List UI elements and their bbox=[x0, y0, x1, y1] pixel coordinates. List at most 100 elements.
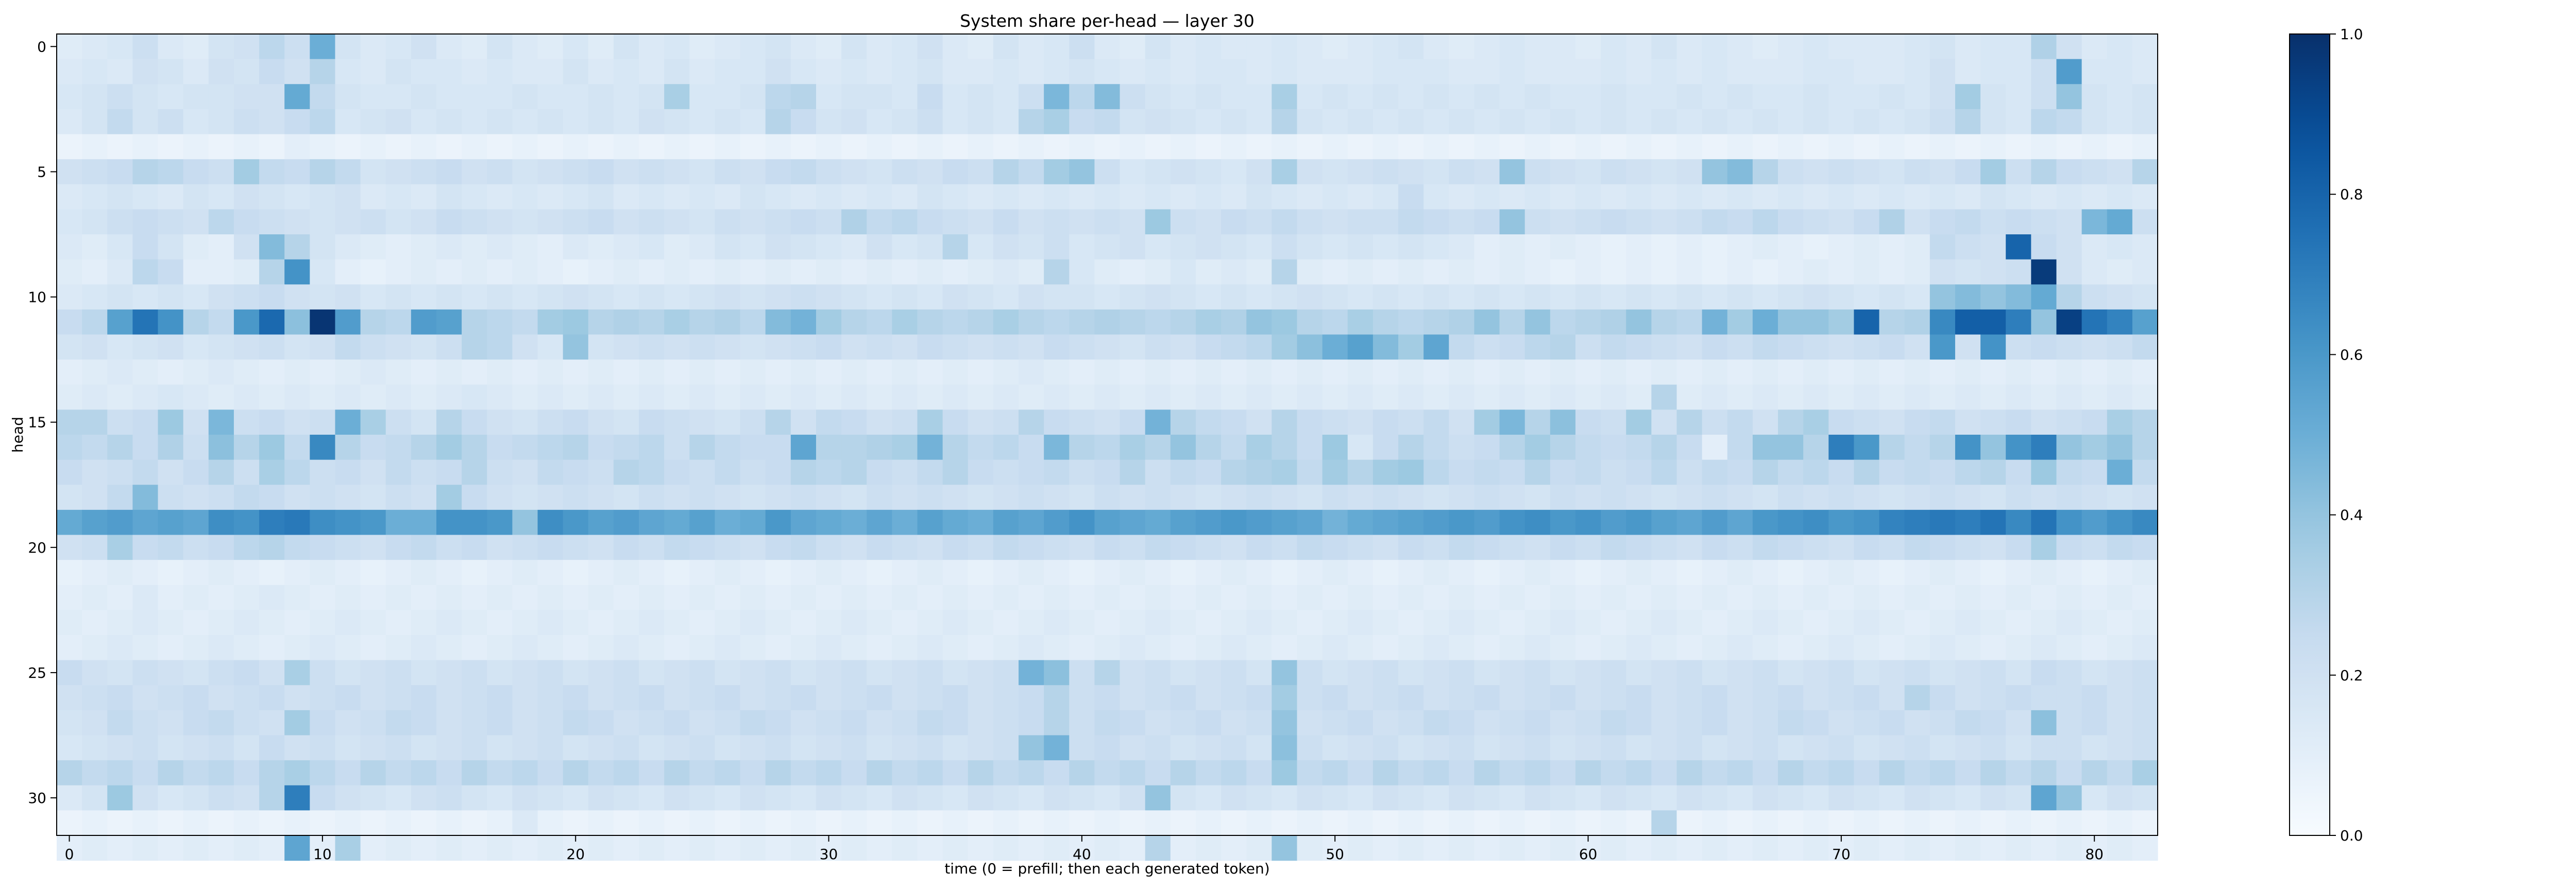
heatmap-cell bbox=[2031, 259, 2057, 285]
heatmap-cell bbox=[1626, 234, 1652, 260]
heatmap-cell bbox=[1221, 284, 1247, 310]
heatmap-cell bbox=[1398, 535, 1424, 560]
heatmap-cell bbox=[1297, 84, 1323, 110]
heatmap-cell bbox=[1929, 259, 1956, 285]
heatmap-cell bbox=[487, 459, 513, 485]
heatmap-cell bbox=[1778, 209, 1804, 235]
heatmap-cell bbox=[1828, 710, 1855, 736]
heatmap-cell bbox=[1803, 284, 1829, 310]
heatmap-cell bbox=[158, 159, 184, 185]
heatmap-cell bbox=[1676, 309, 1703, 335]
heatmap-cell bbox=[563, 585, 589, 610]
heatmap-cell bbox=[1601, 635, 1626, 661]
heatmap-cell bbox=[2081, 435, 2108, 460]
heatmap-cell bbox=[385, 459, 412, 485]
heatmap-cell bbox=[233, 284, 260, 310]
heatmap-cell bbox=[917, 134, 943, 160]
heatmap-cell bbox=[1854, 134, 1880, 160]
heatmap-cell bbox=[816, 34, 842, 60]
heatmap-cell bbox=[588, 34, 614, 60]
heatmap-cell bbox=[1322, 84, 1348, 110]
heatmap-cell bbox=[867, 334, 892, 360]
heatmap-cell bbox=[2006, 209, 2031, 235]
heatmap-cell bbox=[487, 34, 513, 60]
heatmap-cell bbox=[689, 409, 716, 435]
heatmap-cell bbox=[158, 360, 184, 385]
heatmap-cell bbox=[1499, 635, 1526, 661]
heatmap-cell bbox=[1474, 459, 1500, 485]
heatmap-cell bbox=[132, 34, 159, 60]
heatmap-cell bbox=[867, 34, 892, 60]
heatmap-cell bbox=[1879, 435, 1905, 460]
heatmap-cell bbox=[1372, 485, 1399, 510]
heatmap-cell bbox=[1195, 159, 1222, 185]
heatmap-cell bbox=[740, 660, 766, 686]
heatmap-cell bbox=[1854, 685, 1880, 711]
heatmap-cell bbox=[1347, 109, 1374, 135]
heatmap-cell bbox=[1752, 334, 1778, 360]
heatmap-cell bbox=[816, 209, 842, 235]
heatmap-cell bbox=[1702, 309, 1728, 335]
heatmap-cell bbox=[335, 59, 361, 84]
heatmap-cell bbox=[310, 309, 336, 335]
heatmap-cell bbox=[1449, 835, 1475, 861]
heatmap-cell bbox=[411, 284, 437, 310]
heatmap-cell bbox=[2107, 209, 2133, 235]
heatmap-cell bbox=[2031, 309, 2057, 335]
heatmap-cell bbox=[1195, 509, 1222, 536]
heatmap-cell bbox=[1145, 435, 1171, 460]
heatmap-cell bbox=[1702, 785, 1728, 811]
heatmap-cell bbox=[411, 810, 437, 836]
heatmap-cell bbox=[512, 309, 538, 335]
heatmap-cell bbox=[993, 59, 1019, 84]
heatmap-cell bbox=[1069, 635, 1095, 661]
heatmap-cell bbox=[1929, 485, 1956, 510]
heatmap-cell bbox=[2081, 259, 2108, 285]
heatmap-cell bbox=[689, 459, 716, 485]
heatmap-cell bbox=[689, 109, 716, 135]
heatmap-cell bbox=[1372, 259, 1399, 285]
heatmap-cell bbox=[1120, 760, 1146, 786]
heatmap-cell bbox=[563, 84, 589, 110]
heatmap-cell bbox=[867, 810, 892, 836]
heatmap-cell bbox=[1575, 360, 1601, 385]
heatmap-cell bbox=[1069, 334, 1095, 360]
heatmap-cell bbox=[1474, 284, 1500, 310]
heatmap-cell bbox=[1980, 159, 2006, 185]
heatmap-cell bbox=[664, 685, 690, 711]
colorbar-tick-label: 0.8 bbox=[2340, 186, 2363, 203]
heatmap-cell bbox=[537, 259, 564, 285]
heatmap-cell bbox=[1828, 660, 1855, 686]
heatmap-cell bbox=[1803, 610, 1829, 636]
heatmap-cell bbox=[1550, 685, 1576, 711]
heatmap-cell bbox=[1980, 234, 2006, 260]
heatmap-cell bbox=[1601, 409, 1626, 435]
heatmap-cell bbox=[411, 485, 437, 510]
heatmap-cell bbox=[841, 109, 867, 135]
heatmap-cell bbox=[1145, 710, 1171, 736]
heatmap-cell bbox=[310, 259, 336, 285]
heatmap-cell bbox=[107, 209, 133, 235]
heatmap-cell bbox=[1575, 209, 1601, 235]
heatmap-cell bbox=[360, 435, 386, 460]
heatmap-cell bbox=[715, 685, 741, 711]
x-tick-label: 80 bbox=[2085, 846, 2104, 863]
heatmap-cell bbox=[259, 34, 285, 60]
heatmap-cell bbox=[1069, 660, 1095, 686]
heatmap-cell bbox=[284, 635, 310, 661]
heatmap-cell bbox=[917, 59, 943, 84]
heatmap-cell bbox=[310, 234, 336, 260]
heatmap-cell bbox=[1955, 509, 1981, 536]
heatmap-cell bbox=[867, 84, 892, 110]
heatmap-cell bbox=[917, 84, 943, 110]
heatmap-cell bbox=[588, 835, 614, 861]
heatmap-cell bbox=[1651, 134, 1677, 160]
heatmap-cell bbox=[1322, 384, 1348, 410]
heatmap-cell bbox=[259, 585, 285, 610]
heatmap-cell bbox=[1069, 360, 1095, 385]
heatmap-cell bbox=[993, 459, 1019, 485]
heatmap-cell bbox=[942, 509, 969, 536]
heatmap-cell bbox=[740, 485, 766, 510]
heatmap-cell bbox=[1524, 610, 1551, 636]
heatmap-cell bbox=[1272, 360, 1298, 385]
